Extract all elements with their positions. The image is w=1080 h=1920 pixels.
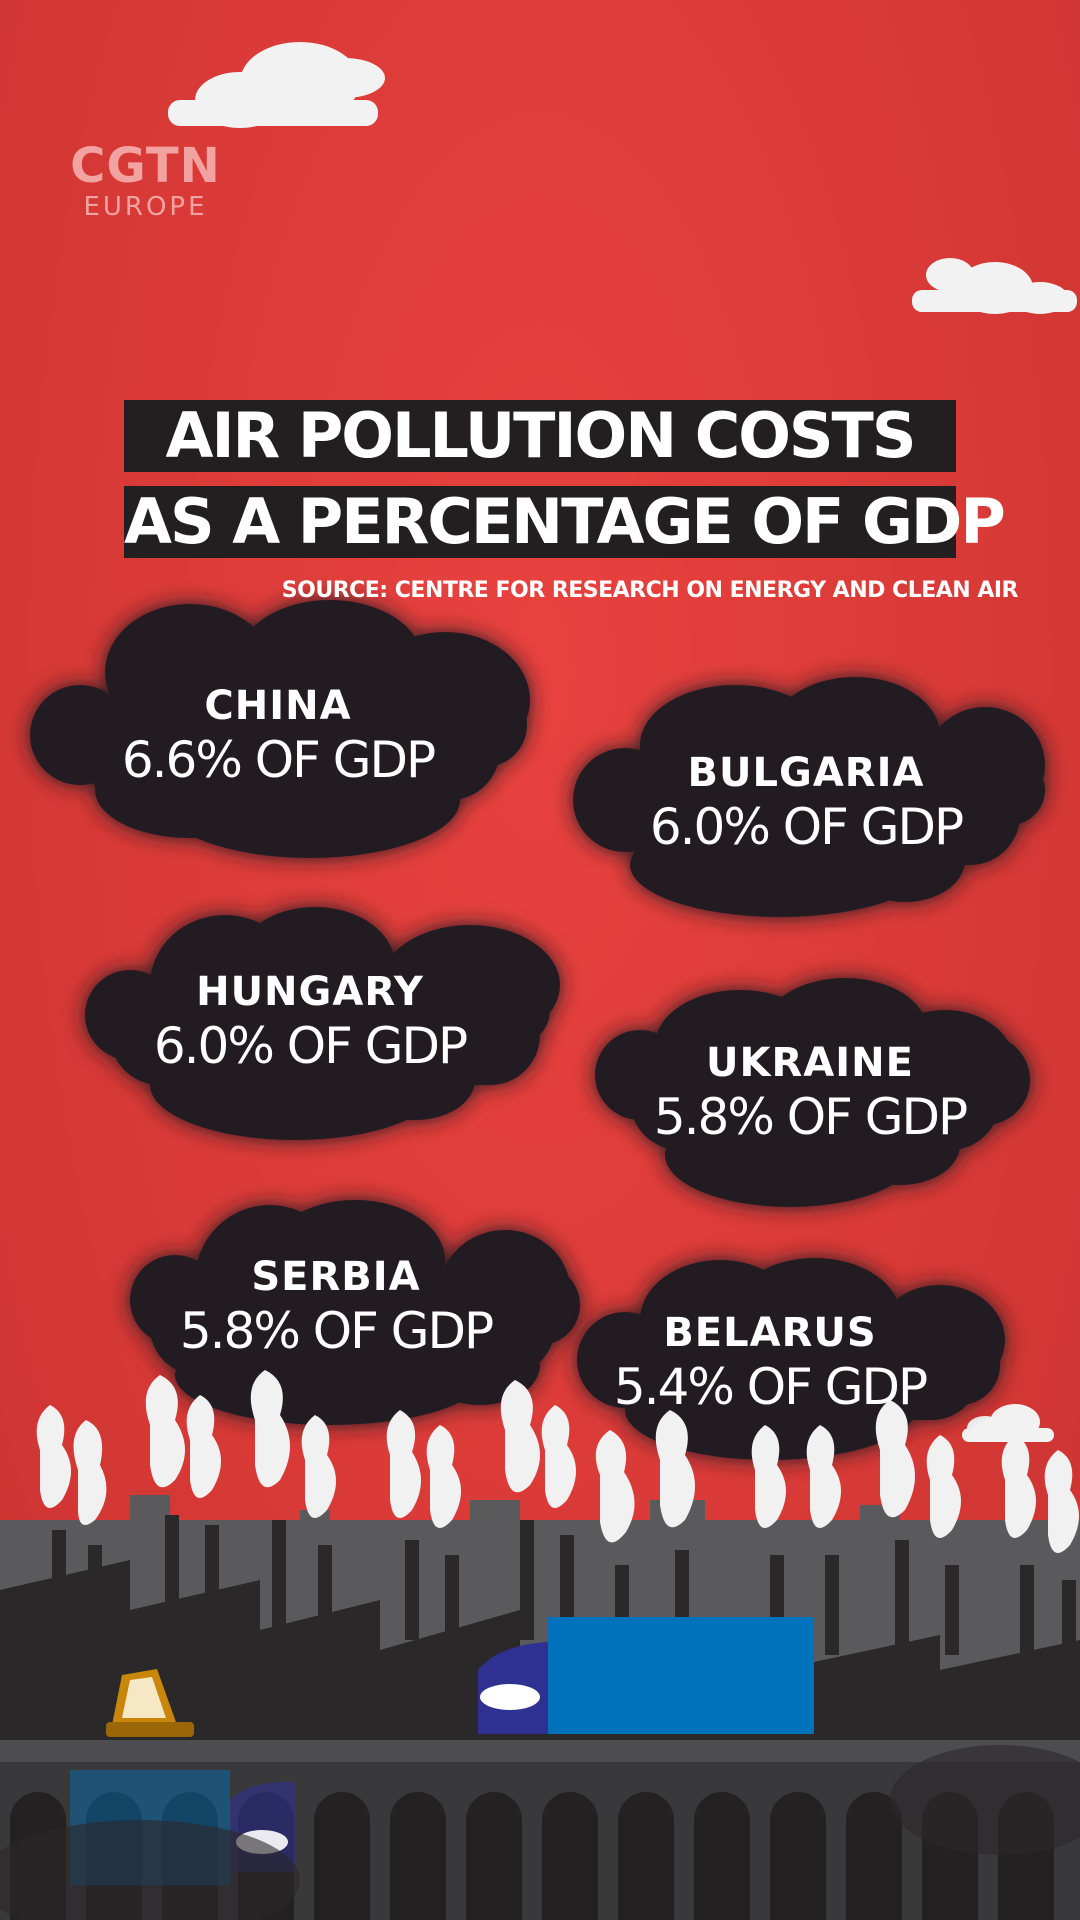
pollution-cloud-bulgaria bbox=[573, 677, 1045, 917]
pollution-cloud-hungary bbox=[85, 907, 560, 1140]
country-value: 6.0% OF GDP bbox=[153, 1017, 468, 1075]
country-value: 6.0% OF GDP bbox=[649, 798, 964, 856]
white-cloud-icon bbox=[912, 258, 1077, 314]
bridge bbox=[0, 1740, 1080, 1920]
pollution-cloud-serbia bbox=[130, 1200, 580, 1425]
title-line2: AS A PERCENTAGE OF GDP bbox=[124, 485, 1006, 558]
country-value: 5.8% OF GDP bbox=[653, 1088, 968, 1146]
country-label-china: CHINA 6.6% OF GDP bbox=[88, 686, 468, 790]
white-cloud-icon bbox=[168, 42, 385, 128]
country-name: BELARUS bbox=[663, 1310, 877, 1356]
pollution-cloud-ukraine bbox=[595, 978, 1030, 1207]
country-name: UKRAINE bbox=[706, 1040, 914, 1086]
cgtn-europe-logo: CGTN EUROPE bbox=[58, 142, 233, 220]
country-label-ukraine: UKRAINE 5.8% OF GDP bbox=[620, 1043, 1000, 1147]
country-value: 5.8% OF GDP bbox=[179, 1302, 494, 1360]
logo-line2: EUROPE bbox=[83, 192, 208, 222]
country-value: 6.6% OF GDP bbox=[121, 731, 436, 789]
title-line1: AIR POLLUTION COSTS bbox=[124, 400, 956, 472]
truck-icon bbox=[478, 1617, 814, 1734]
pollution-cloud-china bbox=[30, 600, 530, 858]
country-name: HUNGARY bbox=[196, 969, 424, 1015]
country-label-hungary: HUNGARY 6.0% OF GDP bbox=[120, 972, 500, 1076]
country-name: CHINA bbox=[204, 683, 352, 729]
car-icon bbox=[106, 1669, 194, 1737]
country-label-serbia: SERBIA 5.8% OF GDP bbox=[146, 1257, 526, 1361]
white-cloud-icon bbox=[962, 1404, 1054, 1442]
logo-line1: CGTN bbox=[70, 138, 221, 194]
country-label-bulgaria: BULGARIA 6.0% OF GDP bbox=[616, 753, 996, 857]
source-note: SOURCE: CENTRE FOR RESEARCH ON ENERGY AN… bbox=[281, 578, 1019, 603]
country-label-belarus: BELARUS 5.4% OF GDP bbox=[580, 1313, 960, 1417]
country-name: SERBIA bbox=[251, 1254, 421, 1300]
country-name: BULGARIA bbox=[687, 750, 925, 796]
pollution-cloud-belarus bbox=[577, 1258, 1005, 1460]
country-value: 5.4% OF GDP bbox=[613, 1358, 928, 1416]
